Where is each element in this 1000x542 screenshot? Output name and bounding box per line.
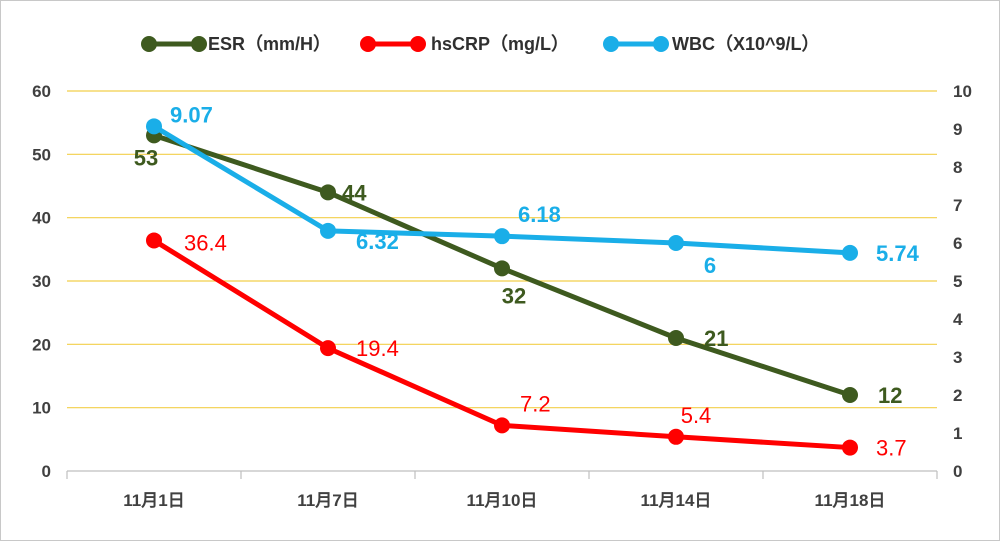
series-0-label-1: 44 — [342, 180, 367, 205]
series-0-point-4 — [842, 387, 858, 403]
right-axis-tick-9: 9 — [953, 120, 962, 139]
legend-marker-end-2 — [653, 36, 669, 52]
left-axis-tick-10: 10 — [32, 399, 51, 418]
legend-marker-end-1 — [410, 36, 426, 52]
legend-entry-2: WBC（X10^9/L） — [672, 34, 820, 54]
series-1-point-2 — [494, 417, 510, 434]
series-2-label-2: 6.18 — [518, 202, 561, 227]
series-1-point-4 — [842, 439, 858, 456]
x-axis-tick-0: 11月1日 — [123, 491, 184, 510]
left-axis-tick-20: 20 — [32, 335, 51, 354]
series-2-label-3: 6 — [704, 253, 716, 278]
legend-marker-2 — [603, 36, 619, 52]
series-0-point-2 — [494, 260, 510, 277]
legend-entry-0: ESR（mm/H） — [208, 34, 331, 54]
series-0-label-2: 32 — [502, 283, 526, 308]
legend-marker-0 — [141, 36, 157, 52]
series-0-label-3: 21 — [704, 326, 728, 351]
series-1-label-3: 5.4 — [681, 403, 712, 428]
legend-marker-end-0 — [191, 36, 207, 52]
right-axis-tick-7: 7 — [953, 196, 962, 215]
left-axis-tick-40: 40 — [32, 209, 51, 228]
series-2-point-3 — [668, 235, 684, 251]
right-axis-tick-5: 5 — [953, 272, 962, 291]
series-1-point-3 — [668, 428, 684, 445]
series-0-point-3 — [668, 330, 684, 346]
right-axis-tick-10: 10 — [953, 82, 972, 101]
series-0-label-0: 53 — [134, 145, 158, 170]
series-1-label-0: 36.4 — [184, 230, 227, 255]
left-axis-tick-30: 30 — [32, 272, 51, 291]
left-axis-tick-50: 50 — [32, 145, 51, 164]
series-2-point-2 — [494, 228, 510, 245]
x-axis-tick-4: 11月18日 — [815, 491, 886, 510]
right-axis-tick-4: 4 — [953, 310, 963, 329]
x-axis-tick-2: 11月10日 — [467, 491, 538, 510]
legend-entry-1: hsCRP（mg/L） — [431, 34, 569, 54]
left-axis-tick-0: 0 — [42, 462, 51, 481]
right-axis-tick-6: 6 — [953, 234, 962, 253]
legend-marker-1 — [360, 36, 376, 52]
series-1-label-2: 7.2 — [520, 391, 551, 416]
series-1-point-1 — [320, 340, 336, 357]
series-2-point-0 — [146, 118, 162, 135]
x-axis-tick-3: 11月14日 — [641, 491, 712, 510]
right-axis-tick-2: 2 — [953, 386, 962, 405]
series-2-label-4: 5.74 — [876, 241, 920, 266]
right-axis-tick-1: 1 — [953, 424, 962, 443]
series-1-label-1: 19.4 — [356, 336, 399, 361]
series-2-label-1: 6.32 — [356, 229, 399, 254]
x-axis-tick-1: 11月7日 — [297, 491, 358, 510]
series-0-label-4: 12 — [878, 383, 902, 408]
left-axis-tick-60: 60 — [32, 82, 51, 101]
right-axis-tick-3: 3 — [953, 348, 962, 367]
series-1-label-4: 3.7 — [876, 436, 907, 461]
series-1-point-0 — [146, 232, 162, 249]
series-2-label-0: 9.07 — [170, 102, 213, 127]
right-axis-tick-8: 8 — [953, 158, 962, 177]
series-0-point-1 — [320, 184, 336, 201]
series-2-point-1 — [320, 222, 336, 239]
series-2-point-4 — [842, 244, 858, 261]
right-axis-tick-0: 0 — [953, 462, 962, 481]
